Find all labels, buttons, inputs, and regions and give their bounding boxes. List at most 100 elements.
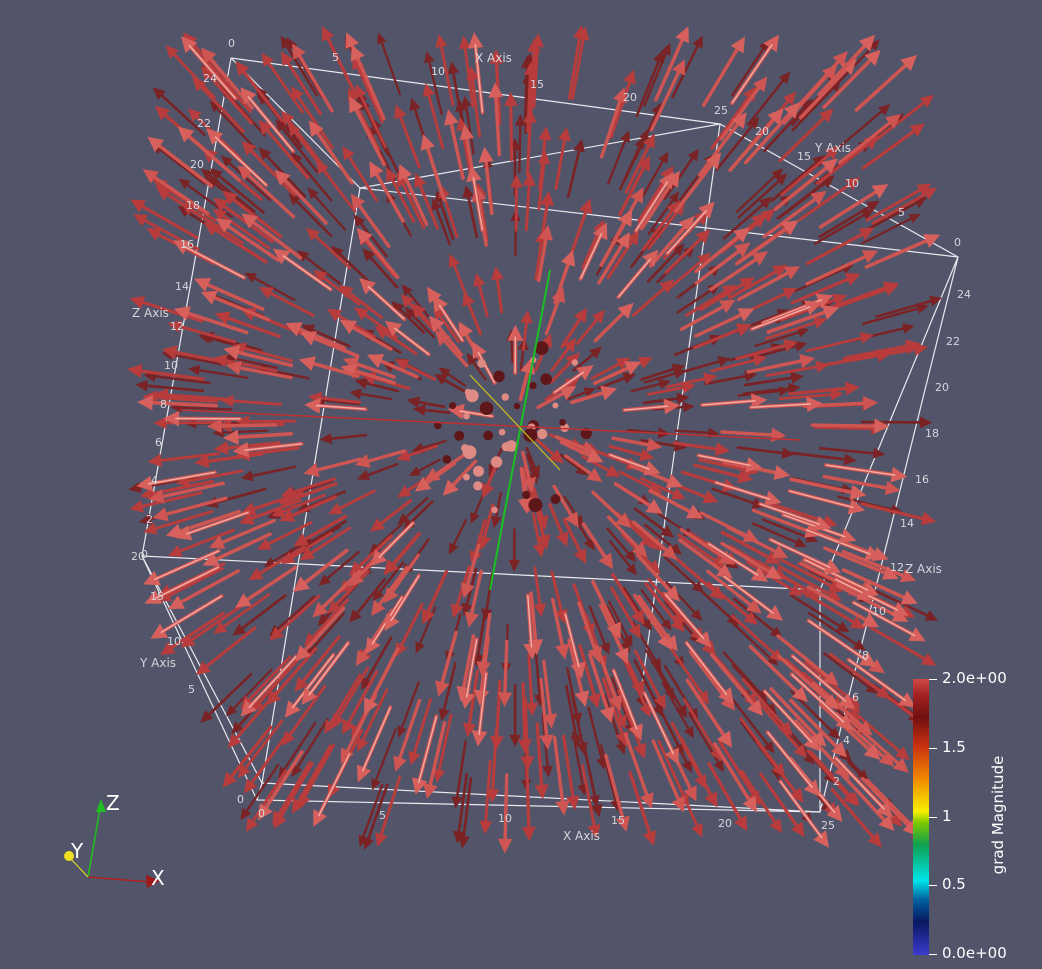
arrow-head-icon [715, 442, 731, 456]
color-legend[interactable]: 2.0e+00 1.5 1 0.5 0.0e+00 grad Magnitude [900, 665, 1040, 965]
arrow-shaft [559, 453, 584, 472]
arrow-shaft [334, 666, 370, 724]
arrow-head-icon [822, 64, 838, 81]
arrow-shaft [402, 496, 429, 521]
arrow-shaft [593, 306, 630, 343]
arrow-shaft [157, 91, 206, 136]
arrow-shaft [165, 611, 226, 653]
arrow-shaft [357, 219, 388, 258]
arrow-shaft [308, 612, 345, 653]
center-glyph [454, 430, 465, 441]
arrow-head-icon [536, 534, 551, 550]
arrow-shaft [743, 106, 797, 165]
arrow-head-icon [843, 453, 857, 466]
arrow-head-icon [790, 821, 805, 838]
arrow-shaft [355, 392, 392, 401]
arrow-shaft [822, 53, 877, 109]
arrow-shaft [542, 659, 553, 723]
arrow-head-icon [434, 374, 448, 386]
arrow-head-icon [690, 609, 703, 621]
arrow-head-icon [653, 694, 666, 710]
arrow-head-icon [304, 397, 321, 414]
arrow-shaft [728, 112, 781, 172]
arrow-shaft [864, 199, 922, 232]
ticks-x-top-label: 25 [714, 104, 728, 117]
arrow-shaft [343, 288, 384, 320]
arrow-shaft [809, 750, 856, 802]
arrow-shaft [635, 56, 662, 117]
arrow-head-icon [661, 544, 678, 560]
arrow-highlight [789, 490, 854, 509]
arrow-shaft [286, 531, 333, 562]
arrow-shaft [294, 744, 332, 809]
arrow-shaft [694, 245, 746, 285]
arrow-shaft [438, 630, 458, 691]
arrow-head-icon [681, 381, 696, 394]
arrow-head-icon [240, 699, 257, 717]
arrow-head-icon [477, 534, 492, 551]
arrow-shaft [654, 31, 687, 102]
arrow-shaft [204, 70, 254, 125]
arrow-shaft [581, 522, 611, 565]
arrow-shaft [810, 423, 884, 428]
arrow-shaft [565, 684, 579, 741]
arrow-shaft [761, 518, 812, 540]
arrow-shaft [719, 80, 765, 141]
arrow-head-icon [370, 549, 388, 567]
cb-tick-max [929, 679, 937, 680]
arrow-head-icon [642, 133, 655, 149]
arrow-shaft [416, 178, 439, 230]
arrow-head-icon [843, 791, 857, 806]
arrow-head-icon [488, 82, 504, 98]
arrow-shaft [379, 328, 418, 356]
arrow-head-icon [213, 621, 228, 634]
arrow-head-icon [631, 680, 644, 697]
arrow-shaft [147, 171, 210, 216]
arrow-shaft [671, 41, 701, 99]
arrow-shaft [354, 61, 384, 124]
arrow-shaft [794, 266, 848, 293]
arrow-shaft [169, 49, 216, 99]
arrow-head-icon [787, 382, 801, 395]
arrow-shaft [379, 38, 401, 96]
arrow-head-icon [431, 198, 442, 211]
arrow-highlight [825, 464, 896, 476]
arrow-head-icon [767, 108, 784, 125]
arrow-head-icon [180, 634, 196, 648]
arrow-shaft [717, 739, 758, 801]
arrow-head-icon [470, 511, 480, 524]
arrow-highlight [308, 642, 349, 696]
arrow-head-icon [324, 719, 337, 734]
arrow-head-icon [486, 789, 500, 803]
arrow-shaft [227, 399, 283, 406]
arrow-head-icon [527, 38, 541, 53]
arrow-shaft [608, 444, 648, 458]
arrow-head-icon [129, 296, 146, 309]
arrow-head-icon [357, 737, 369, 752]
arrow-head-icon [237, 764, 251, 779]
arrow-head-icon [362, 248, 376, 262]
arrow-head-icon [658, 379, 671, 390]
center-glyph [479, 401, 494, 415]
arrow-head-icon [292, 43, 306, 60]
arrow-head-icon [790, 372, 804, 384]
arrow-shaft [437, 196, 455, 241]
arrow-shaft [359, 688, 389, 746]
arrow-shaft [253, 655, 303, 709]
arrow-head-icon [878, 814, 895, 831]
arrow-shaft [754, 330, 803, 347]
arrow-shaft [149, 510, 214, 532]
arrow-head-icon [278, 492, 295, 506]
arrow-shaft [777, 654, 835, 707]
arrow-highlight [317, 753, 351, 817]
arrow-head-icon [835, 713, 853, 731]
arrow-head-icon [919, 416, 933, 429]
arrow-shaft [359, 310, 398, 339]
arrow-shaft [698, 458, 753, 473]
center-glyph [473, 481, 483, 491]
arrow-shaft [277, 493, 326, 515]
arrow-shaft [633, 507, 669, 535]
arrow-head-icon [371, 600, 386, 616]
